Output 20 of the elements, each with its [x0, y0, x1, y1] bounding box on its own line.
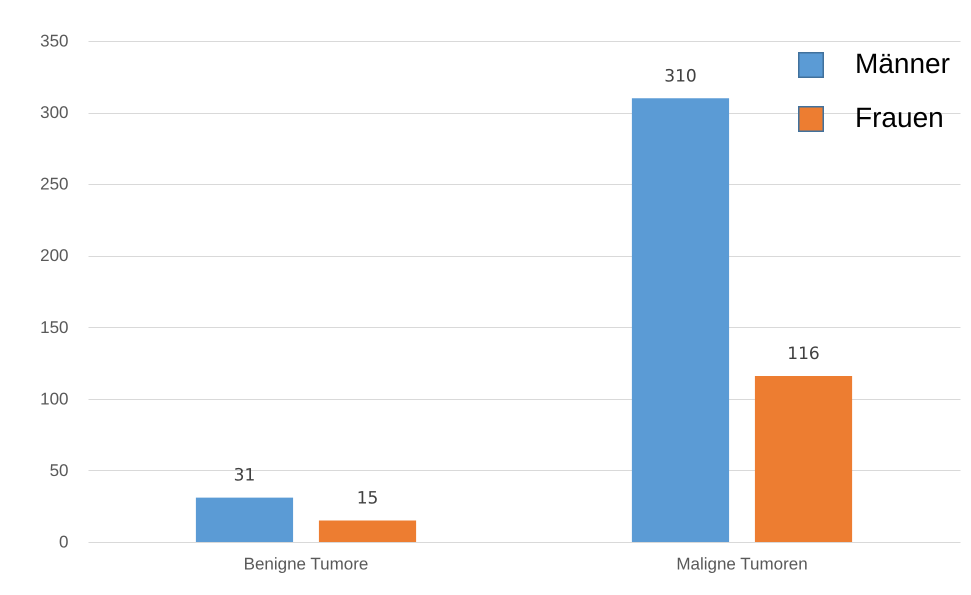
y-tick-label: 0 [59, 532, 68, 552]
x-tick-label: Maligne Tumoren [676, 554, 808, 574]
bar [318, 520, 416, 542]
legend-label: Frauen [855, 102, 944, 133]
x-tick-label: Benigne Tumore [244, 554, 368, 574]
bar [196, 498, 294, 542]
legend-label: Männer [855, 48, 950, 79]
y-tick-label: 200 [40, 246, 68, 266]
y-tick-label: 50 [50, 460, 68, 480]
y-tick-label: 350 [40, 32, 68, 50]
y-tick-label: 150 [40, 318, 68, 337]
data-label: 310 [664, 66, 697, 86]
bar [754, 376, 852, 542]
y-tick-label: 250 [40, 174, 68, 194]
data-label: 31 [234, 466, 256, 486]
y-tick-label: 100 [40, 389, 68, 408]
data-label: 15 [356, 488, 378, 509]
bar [632, 98, 730, 542]
data-label: 116 [787, 344, 820, 364]
y-tick-label: 300 [40, 103, 68, 122]
